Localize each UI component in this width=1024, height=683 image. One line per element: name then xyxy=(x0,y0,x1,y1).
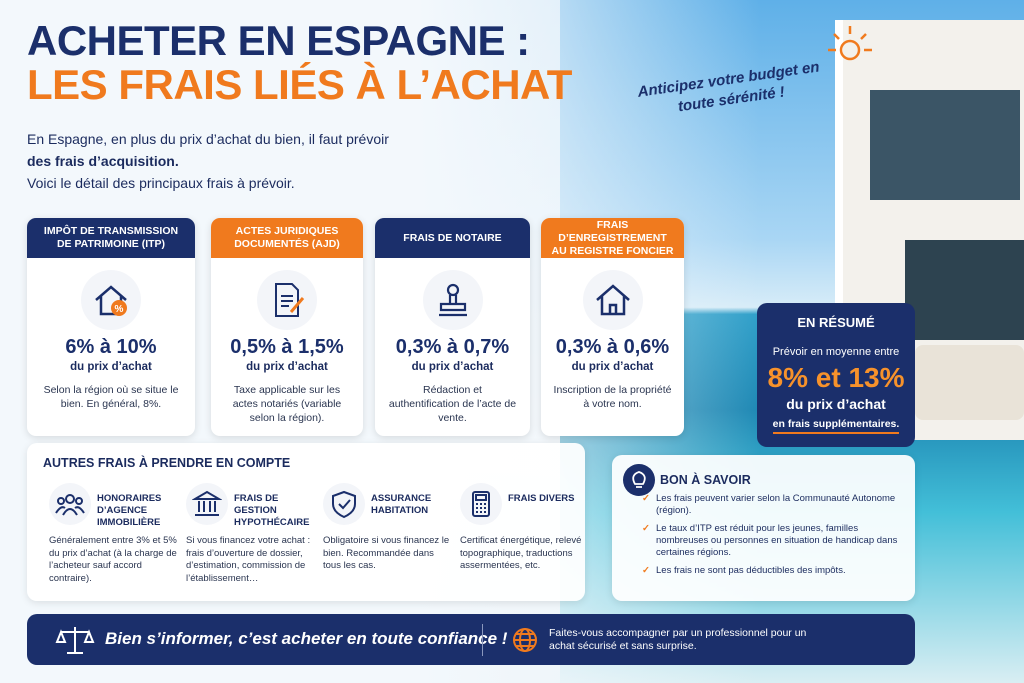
tip: Le taux d’ITP est réduit pour les jeunes… xyxy=(642,523,902,559)
intro-line: Voici le détail des principaux frais à p… xyxy=(27,175,295,191)
good-to-know: BON À SAVOIR Les frais peuvent varier se… xyxy=(612,455,915,601)
bulb-icon xyxy=(623,464,655,496)
summary-range: 8% et 13% xyxy=(767,362,905,393)
item-name: HONORAIRES D’AGENCE IMMOBILIÈRE xyxy=(97,493,162,528)
fee-card: FRAIS D’ENREGISTREMENT AU REGISTRE FONCI… xyxy=(541,218,684,436)
globe-icon xyxy=(513,628,537,652)
separator xyxy=(482,624,483,656)
title-line: LES FRAIS LIÉS À L’ACHAT xyxy=(27,61,572,108)
card-icon xyxy=(422,270,483,330)
summary-note: en frais supplémentaires. xyxy=(772,418,900,434)
villa-window xyxy=(870,90,1020,200)
title-line: ACHETER EN ESPAGNE : xyxy=(27,17,530,64)
fee-card: FRAIS DE NOTAIRE 0,3% à 0,7% du prix d’a… xyxy=(375,218,530,436)
villa-window xyxy=(905,240,1024,340)
card-sub: du prix d’achat xyxy=(70,361,152,373)
item-icon xyxy=(49,483,91,525)
fee-card: IMPÔT DE TRANSMISSION DE PATRIMOINE (ITP… xyxy=(27,218,195,436)
card-desc: Selon la région où se situe le bien. En … xyxy=(43,384,179,410)
card-icon xyxy=(257,270,317,330)
card-icon xyxy=(582,270,643,330)
footer-quote: Bien s’informer, c’est acheter en toute … xyxy=(105,629,508,648)
intro: En Espagne, en plus du prix d’achat du b… xyxy=(27,128,389,194)
sofa xyxy=(915,345,1024,420)
card-title: FRAIS DE NOTAIRE xyxy=(375,218,530,258)
card-desc: Rédaction et authentification de l’acte … xyxy=(388,384,517,424)
card-sub: du prix d’achat xyxy=(571,361,654,373)
card-title: FRAIS D’ENREGISTREMENT AU REGISTRE FONCI… xyxy=(541,218,684,258)
summary-box: EN RÉSUMÉ Prévoir en moyenne entre 8% et… xyxy=(757,303,915,447)
summary-sub: du prix d’achat xyxy=(786,396,886,412)
card-range: 6% à 10% xyxy=(65,336,157,358)
tip: Les frais ne sont pas déductibles des im… xyxy=(642,565,902,577)
card-range: 0,3% à 0,6% xyxy=(555,336,670,358)
card-icon: % xyxy=(81,270,141,330)
summary-line: Prévoir en moyenne entre xyxy=(772,346,900,358)
item-name: FRAIS DE GESTION HYPOTHÉCAIRE xyxy=(234,493,310,528)
card-title: ACTES JURIDIQUES DOCUMENTÉS (AJD) xyxy=(211,218,363,258)
card-sub: du prix d’achat xyxy=(246,361,328,373)
item-icon xyxy=(186,483,228,525)
item-desc: Certificat énergétique, relevé topograph… xyxy=(460,535,582,571)
card-range: 0,5% à 1,5% xyxy=(230,336,344,358)
card-desc: Inscription de la propriété à votre nom. xyxy=(553,384,672,410)
intro-line: En Espagne, en plus du prix d’achat du b… xyxy=(27,131,389,147)
tips-list: Les frais peuvent varier selon la Commun… xyxy=(642,493,902,583)
item-desc: Si vous financez votre achat : frais d’o… xyxy=(186,535,311,584)
card-title: IMPÔT DE TRANSMISSION DE PATRIMOINE (ITP… xyxy=(27,218,195,258)
section-title: BON À SAVOIR xyxy=(660,473,751,487)
footer-advice: Faites-vous accompagner par un professio… xyxy=(549,627,807,652)
item-icon xyxy=(460,483,502,525)
fee-card: ACTES JURIDIQUES DOCUMENTÉS (AJD) 0,5% à… xyxy=(211,218,363,436)
card-range: 0,3% à 0,7% xyxy=(395,336,510,358)
svg-text:%: % xyxy=(115,304,124,315)
other-fees: AUTRES FRAIS À PRENDRE EN COMPTE HONORAI… xyxy=(27,443,585,601)
card-desc: Taxe applicable sur les actes notariés (… xyxy=(232,384,342,424)
item-icon xyxy=(323,483,365,525)
section-title: AUTRES FRAIS À PRENDRE EN COMPTE xyxy=(43,456,291,470)
card-sub: du prix d’achat xyxy=(411,361,494,373)
scale-icon xyxy=(55,627,95,654)
intro-line: des frais d’acquisition. xyxy=(27,153,179,169)
item-desc: Généralement entre 3% et 5% du prix d’ac… xyxy=(49,535,177,584)
tip: Les frais peuvent varier selon la Commun… xyxy=(642,493,902,517)
footer-banner: Bien s’informer, c’est acheter en toute … xyxy=(27,614,915,665)
summary-title: EN RÉSUMÉ xyxy=(797,315,875,330)
item-name: ASSURANCE HABITATION xyxy=(371,493,432,516)
item-name: FRAIS DIVERS xyxy=(508,493,575,504)
sun-icon xyxy=(828,26,872,61)
item-desc: Obligatoire si vous financez le bien. Re… xyxy=(323,535,450,571)
